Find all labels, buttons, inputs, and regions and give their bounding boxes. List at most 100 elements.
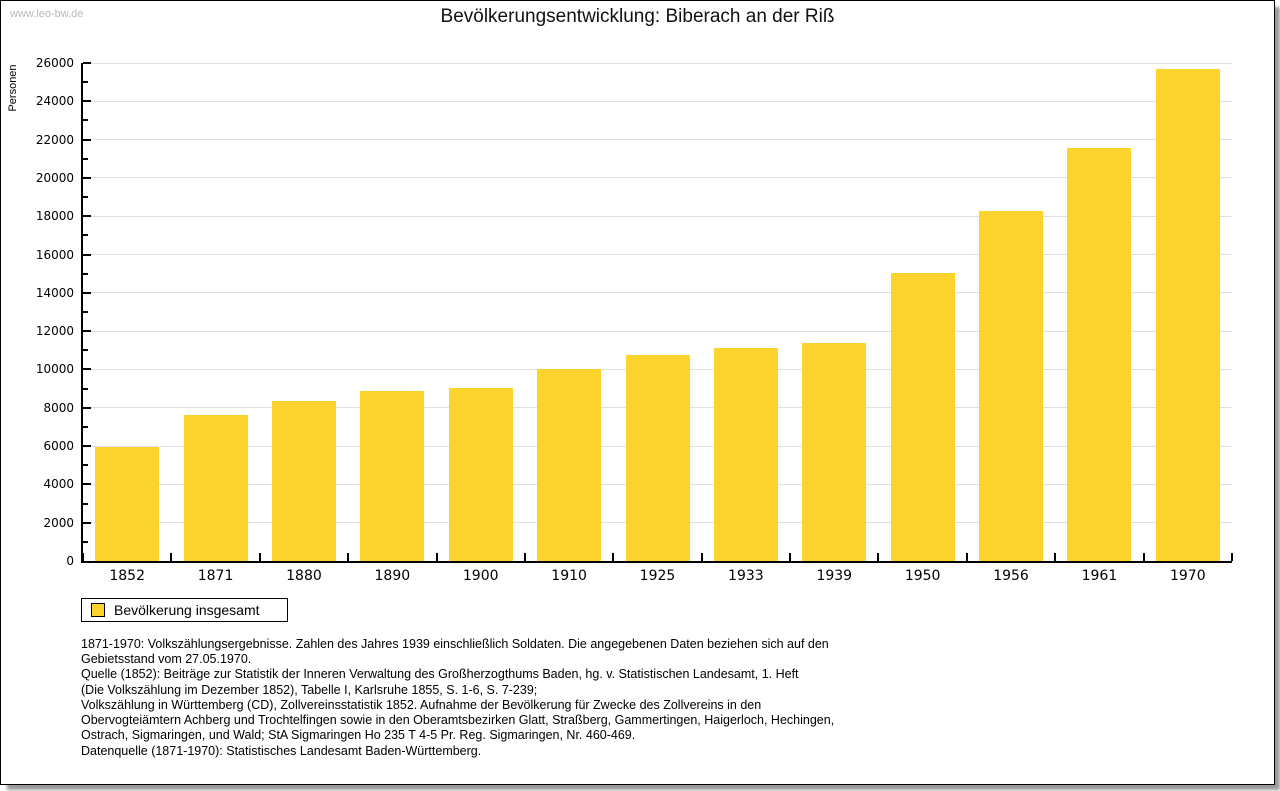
x-tick-mark bbox=[612, 553, 615, 561]
y-tick-mark bbox=[83, 311, 88, 313]
y-tick-label: 20000 bbox=[35, 170, 74, 185]
x-tick-label: 1852 bbox=[109, 568, 145, 584]
gridline bbox=[83, 330, 1232, 332]
footnote-line: Volkszählung in Württemberg (CD), Zollve… bbox=[81, 697, 762, 712]
legend-label: Bevölkerung insgesamt bbox=[114, 602, 260, 618]
bar-1852 bbox=[95, 447, 160, 561]
legend: Bevölkerung insgesamt bbox=[81, 598, 288, 622]
y-tick-mark bbox=[83, 196, 88, 199]
gridline bbox=[83, 254, 1232, 256]
y-tick-mark bbox=[83, 119, 88, 122]
bar-1925 bbox=[625, 355, 690, 561]
y-tick-mark bbox=[83, 425, 88, 428]
y-tick-mark bbox=[83, 62, 91, 64]
x-tick-label: 1970 bbox=[1169, 568, 1206, 584]
y-tick-mark bbox=[83, 253, 91, 256]
y-tick-mark bbox=[83, 157, 88, 160]
gridline bbox=[83, 100, 1232, 102]
bar-1890 bbox=[360, 391, 425, 561]
watermark: www.leo-bw.de bbox=[10, 8, 84, 20]
x-tick-label: 1956 bbox=[993, 568, 1029, 584]
x-tick-label: 1880 bbox=[286, 568, 322, 584]
bar-1880 bbox=[271, 401, 336, 561]
bar-1961 bbox=[1067, 148, 1132, 561]
x-tick-label: 1939 bbox=[816, 568, 853, 584]
x-tick-mark bbox=[347, 553, 350, 561]
y-tick-mark bbox=[83, 176, 91, 179]
x-tick-mark bbox=[789, 553, 792, 561]
bar-1970 bbox=[1155, 68, 1220, 561]
x-tick-mark bbox=[1054, 553, 1057, 561]
x-tick-mark bbox=[82, 553, 84, 561]
x-tick-mark bbox=[170, 553, 173, 561]
y-tick-label: 0 bbox=[66, 554, 74, 568]
gridline bbox=[83, 215, 1232, 217]
bar-1956 bbox=[979, 211, 1044, 561]
x-tick-label: 1900 bbox=[462, 568, 499, 584]
x-tick-mark bbox=[1231, 553, 1233, 561]
y-tick-mark bbox=[83, 138, 91, 141]
footnote-line: Obervogteiämtern Achberg und Trochtelfin… bbox=[81, 713, 835, 728]
bar-1900 bbox=[448, 387, 513, 561]
y-tick-label: 12000 bbox=[35, 324, 74, 339]
y-tick-label: 18000 bbox=[35, 209, 74, 224]
y-tick-label: 10000 bbox=[35, 362, 74, 377]
y-tick-label: 16000 bbox=[35, 247, 74, 262]
y-tick-label: 24000 bbox=[35, 94, 74, 109]
y-tick-label: 6000 bbox=[43, 439, 74, 454]
gridline bbox=[83, 139, 1232, 141]
y-tick-mark bbox=[83, 330, 91, 333]
x-tick-mark bbox=[700, 553, 703, 561]
y-tick-mark bbox=[83, 445, 91, 448]
x-tick-mark bbox=[965, 553, 968, 561]
bar-1933 bbox=[713, 348, 778, 561]
gridline bbox=[83, 292, 1232, 294]
x-tick-label: 1890 bbox=[374, 568, 411, 584]
footnotes: 1871-1970: Volkszählungsergebnisse. Zahl… bbox=[81, 637, 834, 743]
x-tick-label: 1933 bbox=[728, 568, 764, 584]
y-tick-mark bbox=[83, 272, 88, 275]
x-tick-label: 1871 bbox=[197, 568, 234, 584]
footnote-line: 1871-1970: Volkszählungsergebnisse. Zahl… bbox=[81, 637, 829, 651]
y-tick-label: 8000 bbox=[43, 400, 74, 415]
y-tick-mark bbox=[83, 502, 88, 505]
gridline bbox=[83, 62, 1232, 64]
y-tick-mark bbox=[83, 521, 91, 524]
y-tick-label: 2000 bbox=[43, 515, 74, 530]
y-tick-mark bbox=[83, 291, 91, 294]
legend-swatch bbox=[91, 603, 105, 617]
x-tick-mark bbox=[523, 553, 526, 561]
footnote-line: Gebietsstand vom 27.05.1970. bbox=[81, 652, 252, 667]
data-source-line: Datenquelle (1871-1970): Statistisches L… bbox=[81, 744, 482, 758]
y-tick-mark bbox=[83, 81, 88, 84]
y-tick-label: 26000 bbox=[35, 56, 74, 70]
bar-1939 bbox=[802, 342, 867, 561]
chart-title: Bevölkerungsentwicklung: Biberach an der… bbox=[440, 6, 835, 27]
y-tick-mark bbox=[83, 215, 91, 218]
x-tick-label: 1950 bbox=[904, 568, 941, 584]
bar-1871 bbox=[183, 415, 248, 561]
x-tick-label: 1910 bbox=[551, 568, 587, 584]
footnote-line: (Die Volkszählung im Dezember 1852), Tab… bbox=[81, 682, 538, 697]
y-tick-mark bbox=[83, 406, 91, 409]
y-tick-label: 14000 bbox=[35, 285, 74, 300]
bar-1950 bbox=[890, 272, 955, 561]
y-tick-label: 22000 bbox=[35, 132, 74, 147]
y-tick-mark bbox=[83, 349, 88, 352]
y-tick-mark bbox=[83, 483, 91, 486]
y-tick-mark bbox=[83, 464, 88, 467]
x-tick-mark bbox=[258, 553, 261, 561]
x-tick-label: 1925 bbox=[639, 568, 676, 584]
y-tick-mark bbox=[83, 387, 88, 390]
gridline bbox=[83, 177, 1232, 179]
footnote-line: Quelle (1852): Beiträge zur Statistik de… bbox=[81, 667, 799, 682]
x-tick-mark bbox=[877, 553, 880, 561]
y-tick-mark bbox=[83, 540, 88, 543]
bar-1910 bbox=[537, 368, 602, 561]
y-tick-label: 4000 bbox=[43, 477, 74, 492]
x-axis-line bbox=[81, 561, 1232, 563]
y-axis-line bbox=[81, 63, 83, 563]
y-tick-mark bbox=[83, 234, 88, 237]
footnote-line: Ostrach, Sigmaringen, und Wald; StA Sigm… bbox=[81, 728, 636, 743]
